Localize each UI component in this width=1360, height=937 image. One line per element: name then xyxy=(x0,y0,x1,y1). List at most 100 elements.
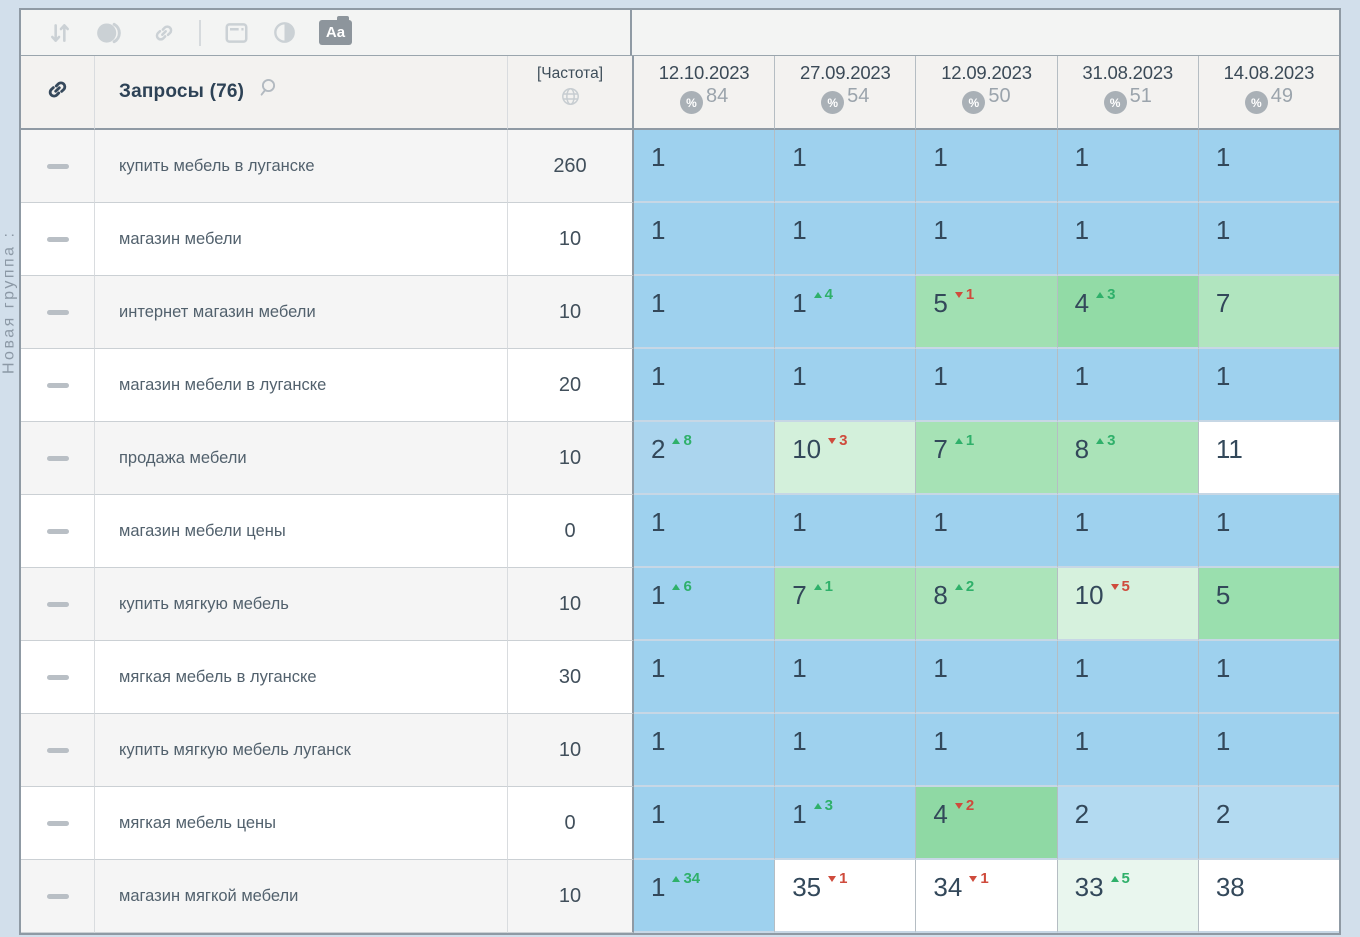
keyword-cell[interactable]: купить мебель в луганске xyxy=(95,130,508,203)
position-cell[interactable]: 1 xyxy=(1198,495,1340,568)
keyword-cell[interactable]: интернет магазин мебели xyxy=(95,276,508,349)
position-cell[interactable]: 38 xyxy=(1198,860,1340,933)
date-column-header[interactable]: 12.09.2023% 50 xyxy=(916,56,1058,130)
position-cell[interactable]: 7 xyxy=(1198,276,1340,349)
position-cell[interactable]: 1 xyxy=(1198,349,1340,422)
position-cell[interactable]: 1 xyxy=(775,349,917,422)
keyword-cell[interactable]: магазин мебели xyxy=(95,203,508,276)
position-cell[interactable]: 1 34 xyxy=(634,860,776,933)
position-cell[interactable]: 1 xyxy=(916,349,1058,422)
date-column-header[interactable]: 14.08.2023% 49 xyxy=(1198,56,1340,130)
position-cell[interactable]: 1 xyxy=(775,130,917,203)
position-cell[interactable]: 1 xyxy=(634,787,776,860)
position-cell[interactable]: 1 xyxy=(634,130,776,203)
snapshot-circle-icon[interactable] xyxy=(95,20,129,46)
position-cell[interactable]: 2 xyxy=(1057,787,1199,860)
globe-icon[interactable] xyxy=(560,86,581,112)
position-cell[interactable]: 1 xyxy=(916,130,1058,203)
position-cell[interactable]: 10 5 xyxy=(1057,568,1199,641)
position-cell[interactable]: 5 xyxy=(1198,568,1340,641)
keyword-cell[interactable]: магазин мебели в луганске xyxy=(95,349,508,422)
position-cell[interactable]: 1 xyxy=(775,641,917,714)
position-cell[interactable]: 1 xyxy=(634,203,776,276)
position-cell[interactable]: 34 1 xyxy=(916,860,1058,933)
position-cell[interactable]: 1 xyxy=(775,495,917,568)
position-cell[interactable]: 1 xyxy=(1057,203,1199,276)
arrow-up-icon xyxy=(954,437,963,444)
frequency-column-header[interactable]: [Частота] xyxy=(508,56,634,130)
position-cell[interactable]: 1 xyxy=(1057,495,1199,568)
position-cell[interactable]: 1 xyxy=(634,349,776,422)
position-cell[interactable]: 1 xyxy=(1198,130,1340,203)
position-cell[interactable]: 1 xyxy=(1198,203,1340,276)
table-header-row: Запросы (76) [Частота] xyxy=(21,56,1340,130)
keyword-cell[interactable]: магазин мебели цены xyxy=(95,495,508,568)
row-drag-cell[interactable] xyxy=(21,422,95,495)
keyword-cell[interactable]: купить мягкую мебель луганск xyxy=(95,714,508,787)
text-case-button[interactable]: Aa xyxy=(319,16,352,45)
position-cell[interactable]: 1 xyxy=(916,714,1058,787)
keyword-cell[interactable]: продажа мебели xyxy=(95,422,508,495)
date-column-header[interactable]: 31.08.2023% 51 xyxy=(1057,56,1199,130)
row-drag-cell[interactable] xyxy=(21,130,95,203)
position-cell[interactable]: 1 xyxy=(634,276,776,349)
position-cell[interactable]: 2 xyxy=(1198,787,1340,860)
row-drag-cell[interactable] xyxy=(21,641,95,714)
position-value: 1 xyxy=(1215,361,1231,391)
keyword-cell[interactable]: магазин мягкой мебели xyxy=(95,860,508,933)
contrast-icon[interactable] xyxy=(272,20,297,45)
position-cell[interactable]: 1 xyxy=(1198,714,1340,787)
position-cell[interactable]: 1 xyxy=(634,714,776,787)
window-icon[interactable] xyxy=(223,20,250,46)
position-value: 4 xyxy=(933,799,948,829)
position-cell[interactable]: 1 xyxy=(634,495,776,568)
keyword-cell[interactable]: купить мягкую мебель xyxy=(95,568,508,641)
position-cell[interactable]: 1 xyxy=(1198,641,1340,714)
link-icon[interactable] xyxy=(151,20,177,46)
date-column-header[interactable]: 27.09.2023% 54 xyxy=(775,56,917,130)
keyword-cell[interactable]: мягкая мебель цены xyxy=(95,787,508,860)
position-cell[interactable]: 1 xyxy=(916,203,1058,276)
row-drag-cell[interactable] xyxy=(21,860,95,933)
position-delta-up: 3 xyxy=(1096,286,1115,303)
position-cell[interactable]: 35 1 xyxy=(775,860,917,933)
keyword-cell[interactable]: мягкая мебель в луганске xyxy=(95,641,508,714)
date-column-header[interactable]: 12.10.2023% 84 xyxy=(634,56,776,130)
position-cell[interactable]: 1 xyxy=(1057,714,1199,787)
row-drag-cell[interactable] xyxy=(21,203,95,276)
position-cell[interactable]: 1 xyxy=(1057,349,1199,422)
position-cell[interactable]: 1 xyxy=(1057,130,1199,203)
frequency-cell: 0 xyxy=(508,787,634,860)
row-drag-cell[interactable] xyxy=(21,568,95,641)
position-cell[interactable]: 1 xyxy=(634,641,776,714)
sort-icon[interactable] xyxy=(47,20,73,46)
row-drag-cell[interactable] xyxy=(21,714,95,787)
position-cell[interactable]: 1 xyxy=(916,641,1058,714)
position-cell[interactable]: 1 xyxy=(1057,641,1199,714)
row-drag-cell[interactable] xyxy=(21,276,95,349)
position-cell[interactable]: 33 5 xyxy=(1057,860,1199,933)
row-drag-cell[interactable] xyxy=(21,787,95,860)
position-cell[interactable]: 10 3 xyxy=(775,422,917,495)
row-drag-cell[interactable] xyxy=(21,349,95,422)
arrow-up-icon xyxy=(813,802,822,809)
position-cell[interactable]: 11 xyxy=(1198,422,1340,495)
position-cell[interactable]: 1 xyxy=(916,495,1058,568)
link-column-header[interactable] xyxy=(21,56,95,130)
search-icon[interactable] xyxy=(258,78,278,103)
position-cell[interactable]: 1 xyxy=(775,714,917,787)
queries-column-header[interactable]: Запросы (76) xyxy=(95,56,508,130)
row-drag-cell[interactable] xyxy=(21,495,95,568)
position-cell[interactable]: 1 xyxy=(775,203,917,276)
